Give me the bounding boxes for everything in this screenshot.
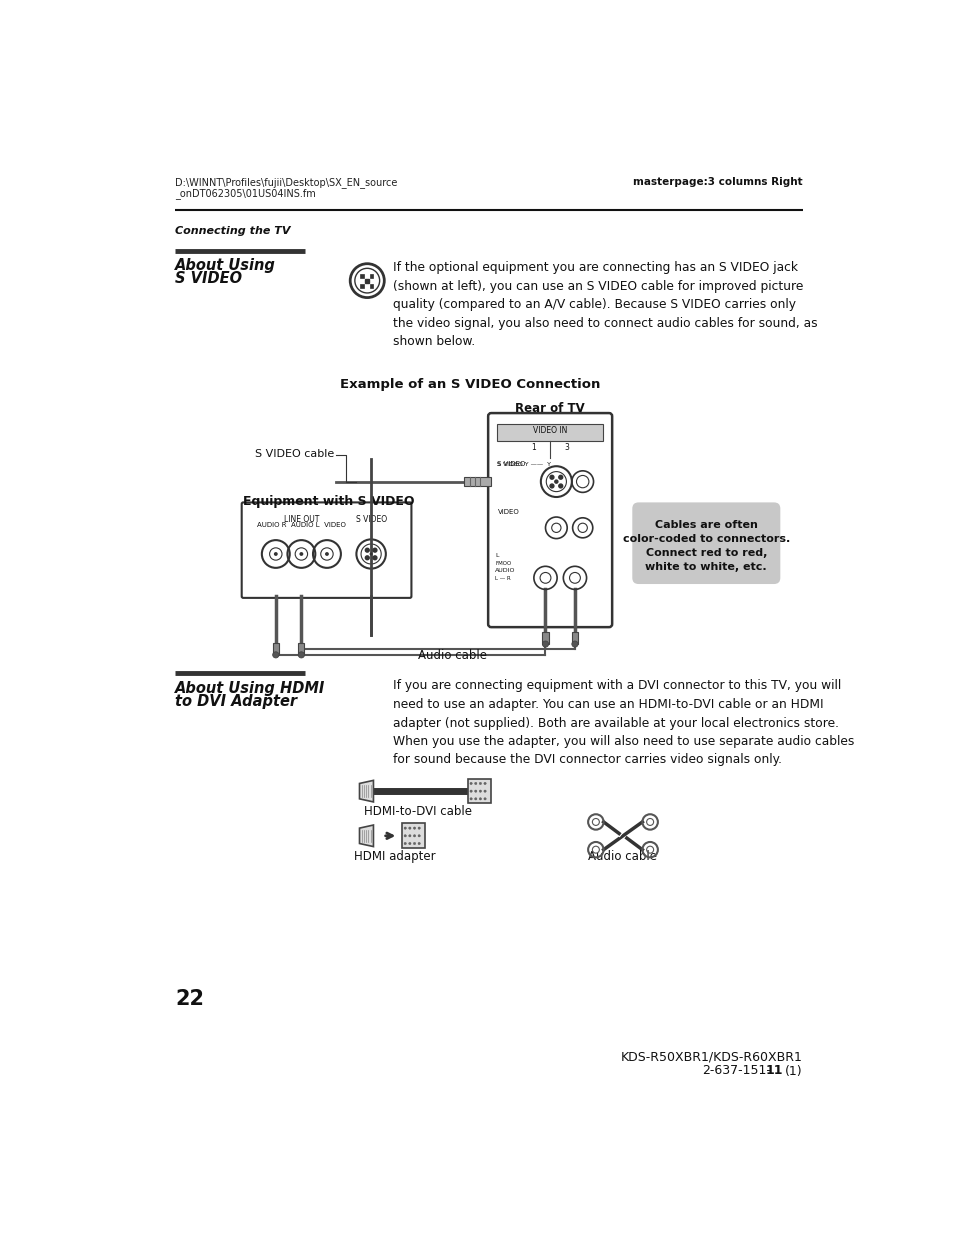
Bar	[360, 274, 364, 278]
Circle shape	[408, 842, 411, 845]
Text: AUDIO: AUDIO	[495, 568, 515, 573]
Text: _onDT062305\01US04INS.fm: _onDT062305\01US04INS.fm	[174, 188, 315, 199]
Text: HDMI adapter: HDMI adapter	[354, 850, 435, 863]
Text: S VIDEO: S VIDEO	[174, 272, 242, 287]
Text: Equipment with S VIDEO: Equipment with S VIDEO	[243, 495, 415, 508]
Text: Cables are often
color-coded to connectors.
Connect red to red,
white to white, : Cables are often color-coded to connecto…	[622, 520, 789, 572]
Circle shape	[478, 790, 481, 793]
Polygon shape	[359, 825, 373, 846]
Circle shape	[470, 782, 472, 784]
Circle shape	[413, 842, 416, 845]
Bar	[365, 279, 369, 283]
Text: If you are connecting equipment with a DVI connector to this TV, you will
need t: If you are connecting equipment with a D…	[393, 679, 853, 767]
Bar	[273, 642, 278, 655]
Text: S VIDEO Y ——  Y: S VIDEO Y —— Y	[497, 462, 551, 467]
Text: AUDIO R  AUDIO L  VIDEO: AUDIO R AUDIO L VIDEO	[256, 521, 345, 527]
Text: S VIDEO: S VIDEO	[497, 461, 525, 467]
Text: If the optional equipment you are connecting has an S VIDEO jack
(shown at left): If the optional equipment you are connec…	[393, 262, 817, 348]
Text: Audio cable: Audio cable	[588, 850, 657, 863]
Text: to DVI Adapter: to DVI Adapter	[174, 694, 297, 709]
Circle shape	[404, 827, 406, 829]
Text: Audio cable: Audio cable	[417, 650, 486, 662]
Text: Example of an S VIDEO Connection: Example of an S VIDEO Connection	[340, 378, 599, 390]
Text: KDS-R50XBR1/KDS-R60XBR1: KDS-R50XBR1/KDS-R60XBR1	[620, 1051, 802, 1063]
Circle shape	[298, 652, 304, 658]
Circle shape	[274, 552, 277, 556]
Circle shape	[483, 790, 486, 793]
Circle shape	[413, 827, 416, 829]
Circle shape	[470, 798, 472, 800]
Text: L: L	[495, 553, 498, 558]
Circle shape	[474, 798, 476, 800]
Bar	[542, 632, 548, 645]
Polygon shape	[359, 781, 373, 802]
Circle shape	[550, 475, 554, 479]
Text: 1: 1	[530, 443, 535, 452]
Circle shape	[558, 475, 562, 479]
Text: 2-637-151-: 2-637-151-	[701, 1065, 770, 1077]
Circle shape	[474, 782, 476, 784]
Circle shape	[299, 552, 303, 556]
Text: VIDEO: VIDEO	[497, 509, 518, 515]
Circle shape	[417, 842, 420, 845]
Text: VIDEO IN: VIDEO IN	[533, 426, 567, 435]
Bar	[369, 284, 373, 288]
Text: About Using: About Using	[174, 258, 275, 273]
Text: About Using HDMI: About Using HDMI	[174, 680, 325, 697]
Circle shape	[408, 827, 411, 829]
Circle shape	[474, 790, 476, 793]
Text: HDMI-to-DVI cable: HDMI-to-DVI cable	[363, 805, 471, 818]
Circle shape	[373, 556, 376, 559]
Circle shape	[404, 842, 406, 845]
Circle shape	[369, 552, 373, 556]
Text: (1): (1)	[784, 1065, 802, 1077]
Circle shape	[470, 790, 472, 793]
Circle shape	[417, 835, 420, 837]
Bar	[298, 642, 304, 655]
Bar	[468, 779, 491, 804]
Text: S VIDEO: S VIDEO	[355, 515, 386, 524]
Bar	[464, 477, 491, 487]
Circle shape	[273, 652, 278, 658]
FancyBboxPatch shape	[488, 412, 612, 627]
Circle shape	[558, 484, 562, 488]
Circle shape	[550, 484, 554, 488]
FancyBboxPatch shape	[241, 503, 411, 598]
Circle shape	[325, 552, 329, 556]
Text: 11: 11	[765, 1065, 782, 1077]
Circle shape	[365, 556, 369, 559]
Bar	[360, 284, 364, 288]
Text: masterpage:3 columns Right: masterpage:3 columns Right	[633, 178, 802, 188]
Text: S VIDEO cable: S VIDEO cable	[254, 450, 334, 459]
Circle shape	[413, 835, 416, 837]
Circle shape	[365, 548, 369, 552]
Bar	[402, 824, 425, 848]
Circle shape	[408, 835, 411, 837]
Text: Connecting the TV: Connecting the TV	[174, 226, 291, 236]
Text: 3: 3	[564, 443, 569, 452]
Circle shape	[483, 798, 486, 800]
Circle shape	[404, 835, 406, 837]
FancyBboxPatch shape	[632, 503, 780, 584]
Text: LINE OUT: LINE OUT	[283, 515, 318, 524]
Circle shape	[571, 641, 578, 647]
Circle shape	[483, 782, 486, 784]
Text: L — R: L — R	[495, 577, 511, 582]
Circle shape	[373, 548, 376, 552]
Text: Rear of TV: Rear of TV	[515, 403, 584, 415]
Circle shape	[478, 782, 481, 784]
Circle shape	[555, 480, 558, 483]
Bar	[369, 274, 373, 278]
Text: 22: 22	[174, 989, 204, 1009]
Text: D:\WINNT\Profiles\fujii\Desktop\SX_EN_source: D:\WINNT\Profiles\fujii\Desktop\SX_EN_so…	[174, 178, 397, 189]
Circle shape	[542, 641, 548, 647]
Bar	[497, 424, 602, 441]
Circle shape	[417, 827, 420, 829]
Bar	[571, 632, 578, 645]
Text: FMOO: FMOO	[495, 561, 511, 566]
Circle shape	[478, 798, 481, 800]
